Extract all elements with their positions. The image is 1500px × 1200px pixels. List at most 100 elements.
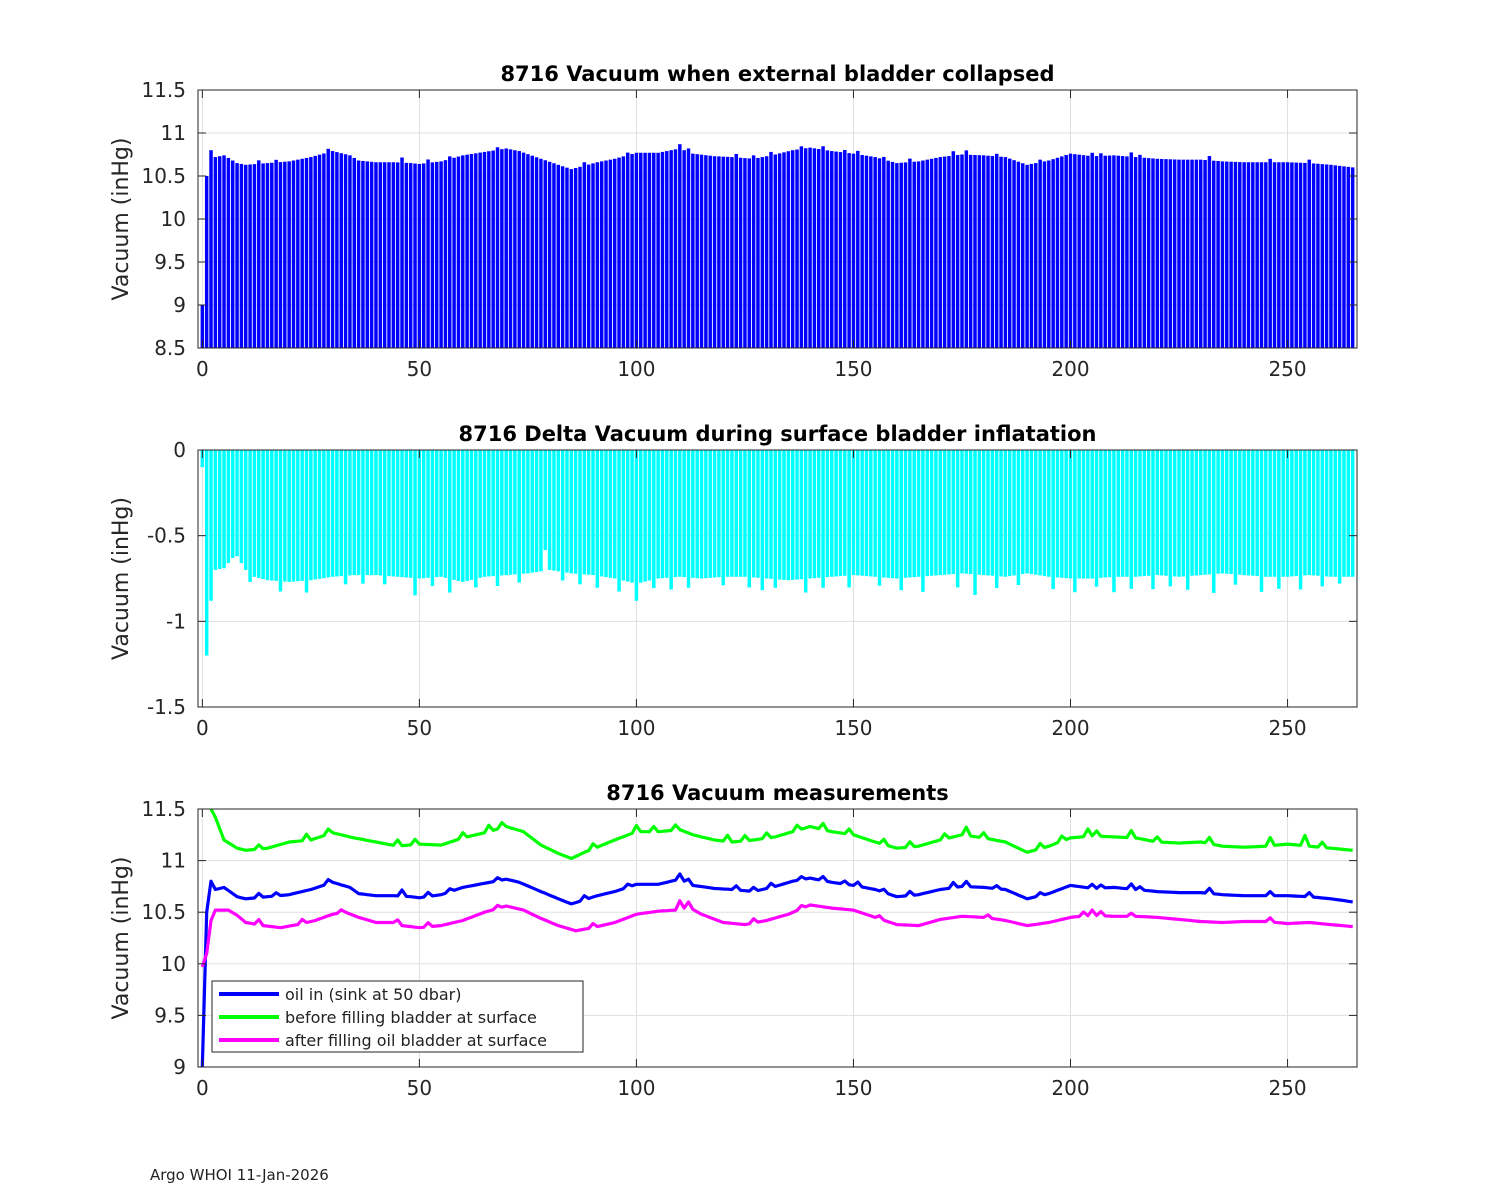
bar [912,450,916,578]
bar [756,450,760,578]
bar [261,450,265,580]
bar [556,164,561,348]
bar [1120,450,1125,577]
bar [1198,450,1203,576]
bar [860,155,864,348]
bar [1064,450,1068,579]
chart-title: 8716 Vacuum when external bladder collap… [500,62,1054,86]
bar [908,158,912,348]
bar [817,450,821,578]
bar [1177,450,1181,577]
bar [1324,450,1329,577]
bar [209,450,213,601]
bar [895,450,899,579]
bar [547,161,552,348]
bar [1285,162,1290,348]
bar [921,160,925,348]
bar [270,450,274,581]
bar [738,450,743,577]
x-tick-label: 50 [407,357,432,381]
bar [656,152,660,348]
bar [660,450,665,579]
bar [1281,162,1285,348]
axes-frame [197,808,1358,1068]
bar [1029,450,1034,575]
y-tick-label: -0.5 [147,524,186,548]
bar [1264,450,1268,577]
bar [296,159,300,348]
bar [1185,450,1190,590]
bar [773,450,778,588]
series-line-1 [200,872,1353,1068]
bar [382,450,387,585]
bar [508,149,513,348]
bar [895,163,899,348]
bar [547,450,552,570]
bar [478,450,482,578]
bar [951,151,956,348]
bar [1007,158,1012,348]
bar [921,450,925,592]
bar [786,151,791,348]
bar [1320,164,1325,348]
bar [1298,450,1303,590]
bar [300,158,304,348]
bar [786,450,791,581]
bar [296,450,300,582]
bar [1172,159,1177,348]
bar [552,450,556,571]
bar [1034,450,1038,575]
bar [1077,154,1081,348]
bar [795,450,799,580]
bar [812,450,817,579]
bar [530,155,534,348]
bar [1233,161,1238,348]
bar [1181,159,1186,348]
bar [838,450,843,577]
y-tick-label: 9 [173,1055,186,1079]
bar [1246,450,1251,576]
bar [890,161,895,348]
bar [374,450,378,576]
bar [699,154,704,348]
bar [869,156,873,348]
bar [1190,159,1194,348]
bar [1342,166,1346,348]
bar [1207,450,1212,575]
bar [764,450,769,579]
bar [790,450,795,580]
bar [534,157,539,348]
bar [591,163,595,348]
bar [665,151,669,348]
bar [322,153,326,348]
bar [317,450,322,579]
bar [573,168,578,348]
bar [352,157,357,348]
bar [330,151,335,348]
bar [699,450,704,579]
bar [326,450,330,578]
bar [808,450,812,579]
bar [843,150,847,348]
bar [534,450,539,572]
bar [226,157,231,348]
bar [986,450,990,576]
bar [586,450,591,575]
bar [1021,450,1025,575]
legend-label: after filling oil bladder at surface [285,1031,547,1050]
bar [721,156,725,348]
y-tick-label: 10.5 [141,164,186,188]
bar [1272,450,1277,577]
bar [1185,159,1190,348]
bar [1038,450,1042,576]
bar [435,450,439,578]
bar [1329,450,1333,577]
x-tick-label: 200 [1051,357,1089,381]
bar [504,450,508,576]
bar [435,161,439,348]
bar [1285,450,1290,577]
bar [847,450,851,588]
bar [704,155,708,348]
bar [1155,158,1160,348]
bar [352,450,357,576]
